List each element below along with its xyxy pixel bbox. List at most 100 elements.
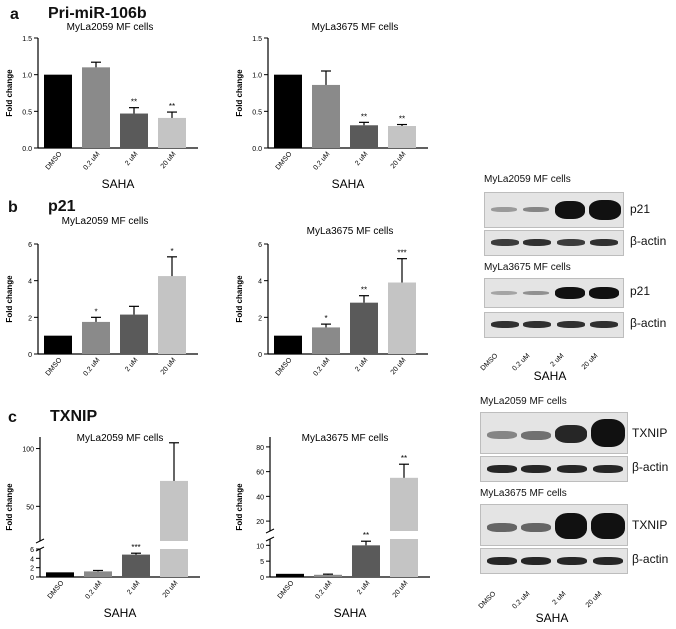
band	[589, 287, 619, 299]
chart-title: MyLa2059 MF cells	[67, 22, 154, 33]
band	[491, 291, 517, 295]
bar	[160, 480, 188, 577]
band	[555, 287, 585, 299]
bar	[276, 573, 304, 577]
significance-label: ***	[131, 543, 140, 552]
y-axis-label: Fold change	[235, 275, 244, 323]
chart-title: MyLa2059 MF cells	[77, 433, 164, 444]
category-label: 2 uM	[354, 357, 369, 374]
x-axis-label: SAHA	[104, 606, 137, 620]
bar	[312, 84, 340, 148]
significance-label: **	[131, 98, 137, 107]
band	[523, 291, 549, 295]
band	[555, 513, 587, 539]
band	[491, 207, 517, 212]
lane-label: 2 uM	[549, 352, 565, 368]
bar	[158, 117, 186, 148]
blot-c-txnip-strip-2	[480, 504, 628, 546]
y-tick-label: 50	[26, 504, 34, 511]
chart-a2: MyLa3675 MF cells 0.0 0.5 1.0 1.5 DMSO 0.2 uM *…	[235, 22, 428, 191]
category-label: 0.2 uM	[314, 580, 333, 601]
bar	[314, 574, 342, 577]
band	[555, 201, 585, 219]
band	[590, 239, 618, 246]
axis-break-mark	[265, 528, 275, 534]
significance-label: ***	[397, 249, 406, 258]
category-label: 0.2 uM	[312, 357, 331, 378]
band	[591, 419, 625, 447]
category-label: DMSO	[45, 356, 64, 377]
y-axis-label: Fold change	[5, 483, 14, 531]
blot-c-target-label-2: TXNIP	[632, 518, 668, 532]
blot-b-xlabel: SAHA	[534, 369, 567, 383]
bar-break-gap	[159, 541, 189, 549]
blot-b-lane-labels: DMSO 0.2 uM 2 uM 20 uM SAHA	[480, 352, 600, 383]
bar	[274, 74, 302, 148]
band	[557, 321, 585, 328]
panel-b-letter: b	[8, 199, 18, 216]
panel-c-title: TXNIP	[50, 408, 98, 425]
bar	[388, 282, 416, 354]
blot-b-cell2-title: MyLa3675 MF cells	[484, 262, 571, 273]
band	[487, 523, 517, 532]
bar	[352, 545, 380, 577]
category-label: 2 uM	[124, 151, 139, 168]
y-tick-label: 0	[260, 575, 264, 582]
band	[523, 239, 551, 246]
bar	[312, 327, 340, 354]
y-tick-label: 1.5	[252, 36, 262, 43]
bar	[120, 314, 148, 354]
bar	[82, 67, 110, 148]
bar	[350, 125, 378, 148]
blot-b-actin-strip-1	[484, 230, 624, 256]
blot-b-target-label-2: p21	[630, 284, 651, 298]
x-axis-label: SAHA	[334, 606, 367, 620]
bar	[44, 74, 72, 148]
blot-panel-b: MyLa2059 MF cells p21 β-actin MyLa3675 M…	[470, 170, 676, 390]
category-label: 20 uM	[160, 357, 178, 377]
category-label: DMSO	[275, 150, 294, 171]
blot-c-lane-labels: DMSO 0.2 uM 2 uM 20 uM SAHA	[478, 590, 604, 625]
category-label: 0.2 uM	[84, 580, 103, 601]
bar	[44, 335, 72, 354]
band	[589, 200, 621, 220]
blot-b-cell1-title: MyLa2059 MF cells	[484, 174, 571, 185]
blot-c-cell1-title: MyLa2059 MF cells	[480, 396, 567, 407]
band	[491, 239, 519, 246]
significance-label: **	[361, 286, 367, 295]
lane-label: 20 uM	[581, 352, 600, 371]
category-label: DMSO	[47, 579, 66, 600]
category-label: 0.2 uM	[82, 151, 101, 172]
bar	[120, 113, 148, 148]
band	[557, 557, 587, 565]
category-label: 20 uM	[390, 151, 408, 171]
band	[521, 431, 551, 440]
category-label: 2 uM	[354, 151, 369, 168]
category-label: 2 uM	[356, 580, 371, 597]
band	[590, 321, 618, 328]
significance-label: **	[401, 454, 407, 463]
band	[487, 431, 517, 439]
category-label: 0.2 uM	[82, 357, 101, 378]
y-tick-label: 6	[28, 242, 32, 249]
category-label: 0.2 uM	[312, 151, 331, 172]
chart-title: MyLa3675 MF cells	[302, 433, 389, 444]
category-label: DMSO	[277, 579, 296, 600]
bar	[84, 571, 112, 577]
significance-label: **	[361, 112, 367, 121]
blot-b-loading-label-2: β-actin	[630, 316, 667, 330]
x-axis-label: SAHA	[332, 177, 365, 191]
band	[491, 321, 519, 328]
band	[593, 557, 623, 565]
panel-a-letter: a	[10, 6, 19, 23]
blot-c-cell2-title: MyLa3675 MF cells	[480, 488, 567, 499]
chart-a1: MyLa2059 MF cells 0.0 0.5 1.0 1.5 DMSO 0.2 uM *…	[5, 22, 198, 191]
blot-c-target-label-1: TXNIP	[632, 426, 668, 440]
y-tick-label: 0	[258, 352, 262, 359]
band	[523, 321, 551, 328]
y-tick-label: 0.5	[22, 109, 32, 116]
band	[523, 207, 549, 212]
chart-title: MyLa2059 MF cells	[62, 216, 149, 227]
bar	[82, 321, 110, 354]
y-tick-label: 6	[258, 242, 262, 249]
